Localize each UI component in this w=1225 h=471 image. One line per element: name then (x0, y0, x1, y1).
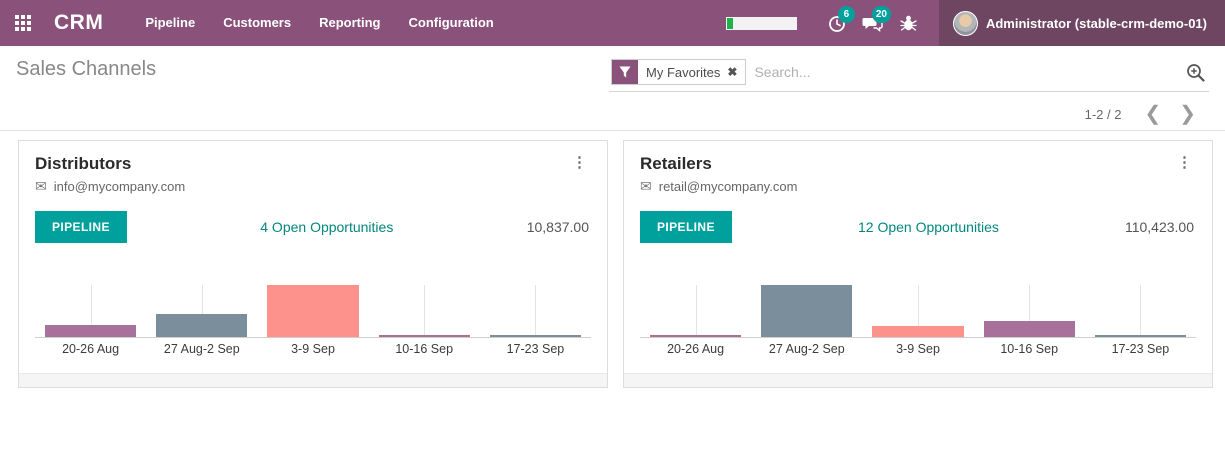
chart-category-label: 17-23 Sep (506, 342, 565, 356)
chart-labels: 20-26 Aug 27 Aug-2 Sep 3-9 Sep 10-16 Sep 17-… (640, 342, 1196, 356)
envelope-icon: ✉ (35, 178, 47, 194)
chart-category-label: 20-26 Aug (667, 342, 725, 356)
menu-item-customers[interactable]: Customers (223, 15, 292, 30)
kebab-menu-icon[interactable]: ⋮ (572, 154, 587, 171)
tick-gridline (535, 285, 537, 337)
card-footer-strip (624, 373, 1212, 387)
messages-button[interactable]: 20 (855, 0, 891, 46)
chart-plot (35, 285, 591, 338)
bar-27-aug-2-sep[interactable] (761, 285, 853, 337)
channel-email: retail@mycompany.com (658, 179, 798, 194)
kebab-menu-icon[interactable]: ⋮ (1177, 154, 1192, 171)
pipeline-amount: 10,837.00 (526, 219, 589, 235)
chart-column (751, 285, 862, 337)
open-opportunities-link[interactable]: 12 Open Opportunities (857, 219, 999, 235)
bar-17-23-sep[interactable] (1094, 335, 1186, 337)
chart-category-label: 3-9 Sep (291, 342, 335, 356)
tick-gridline (1029, 285, 1031, 337)
chart-column (480, 285, 591, 337)
card-footer-strip (19, 373, 607, 387)
search-bar[interactable]: My Favorites ✖ (609, 54, 1209, 92)
chart-column (146, 285, 257, 337)
menu-item-reporting[interactable]: Reporting (319, 15, 381, 30)
bar-10-16-sep[interactable] (983, 321, 1075, 337)
pipeline-button[interactable]: PIPELINE (35, 211, 127, 243)
pipeline-amount: 110,423.00 (1124, 219, 1194, 235)
user-avatar (952, 10, 978, 36)
activities-button[interactable]: 6 (819, 0, 855, 46)
pager-range: 1-2 / 2 (1084, 106, 1122, 122)
tick-gridline (918, 285, 919, 337)
debug-button[interactable] (891, 0, 927, 46)
open-opportunities-link[interactable]: 4 Open Opportunities (260, 219, 394, 235)
bar-20-26-aug[interactable] (45, 325, 137, 337)
chart-column (640, 285, 751, 337)
pager-next-icon[interactable]: ❯ (1179, 103, 1196, 125)
bug-icon (900, 15, 918, 31)
filter-funnel-icon (612, 60, 638, 84)
bar-27-aug-2-sep[interactable] (156, 314, 248, 337)
facet-remove-icon[interactable]: ✖ (727, 65, 738, 79)
bar-20-26-aug[interactable] (650, 335, 742, 337)
bar-17-23-sep[interactable] (489, 335, 581, 337)
chart-category-label: 27 Aug-2 Sep (768, 342, 845, 356)
bar-3-9-sep[interactable] (872, 326, 964, 337)
chart-column (257, 285, 368, 337)
weekly-activity-chart: 20-26 Aug 27 Aug-2 Sep 3-9 Sep 10-16 Sep 17-… (35, 243, 591, 356)
user-menu[interactable]: Administrator (stable-crm-demo-01) (938, 0, 1225, 46)
search-magnifier-icon[interactable] (1186, 63, 1207, 82)
tick-gridline (424, 285, 426, 337)
search-input[interactable] (746, 64, 1186, 80)
search-facet-my-favorites: My Favorites ✖ (611, 59, 747, 85)
tick-gridline (695, 285, 697, 337)
control-panel: Sales Channels My Favorites ✖ (0, 46, 1225, 131)
page-title: Sales Channels (16, 58, 157, 80)
channel-email: info@mycompany.com (53, 179, 186, 194)
chart-plot (640, 285, 1196, 338)
chart-labels: 20-26 Aug 27 Aug-2 Sep 3-9 Sep 10-16 Sep 17-… (35, 342, 591, 356)
chart-category-label: 10-16 Sep (395, 342, 454, 356)
chart-category-label: 27 Aug-2 Sep (163, 342, 240, 356)
chart-column (35, 285, 146, 337)
weekly-activity-chart: 20-26 Aug 27 Aug-2 Sep 3-9 Sep 10-16 Sep 17-… (640, 243, 1196, 356)
main-menu: Pipeline Customers Reporting Configurati… (131, 0, 507, 46)
bar-10-16-sep[interactable] (378, 335, 470, 337)
tick-gridline (201, 285, 203, 337)
progress-widget[interactable] (725, 16, 797, 30)
chart-category-label: 17-23 Sep (1111, 342, 1170, 356)
messages-badge: 20 (871, 6, 891, 23)
user-name: Administrator (stable-crm-demo-01) (985, 15, 1207, 31)
chart-category-label: 3-9 Sep (896, 342, 940, 356)
card-title: Distributors (35, 154, 132, 173)
chart-column (369, 285, 480, 337)
channel-card-distributors: Distributors ⋮ ✉ info@mycompany.com PIPE… (18, 140, 608, 388)
channel-card-retailers: Retailers ⋮ ✉ retail@mycompany.com PIPEL… (623, 140, 1213, 388)
facet-label: My Favorites (646, 64, 721, 80)
chart-column (1085, 285, 1196, 337)
tick-gridline (1140, 285, 1142, 337)
app-title[interactable]: CRM (54, 11, 104, 34)
tick-gridline (90, 285, 92, 337)
progress-fill (726, 17, 733, 29)
apps-grid-icon (15, 15, 31, 31)
sales-channels-kanban: Distributors ⋮ ✉ info@mycompany.com PIPE… (0, 131, 1225, 388)
chart-category-label: 10-16 Sep (1000, 342, 1059, 356)
apps-menu-button[interactable] (0, 0, 46, 46)
pager-previous-icon[interactable]: ❮ (1144, 103, 1162, 125)
pipeline-button[interactable]: PIPELINE (640, 211, 732, 243)
menu-item-configuration[interactable]: Configuration (408, 15, 494, 30)
top-navbar: CRM Pipeline Customers Reporting Configu… (0, 0, 1225, 46)
chart-category-label: 20-26 Aug (62, 342, 120, 356)
card-title: Retailers (640, 154, 712, 173)
envelope-icon: ✉ (640, 178, 652, 194)
pager: 1-2 / 2 ❮ ❯ (609, 104, 1209, 124)
bar-3-9-sep[interactable] (267, 285, 359, 337)
menu-item-pipeline[interactable]: Pipeline (145, 15, 196, 30)
chart-column (974, 285, 1085, 337)
chart-column (862, 285, 973, 337)
activities-badge: 6 (837, 6, 855, 23)
